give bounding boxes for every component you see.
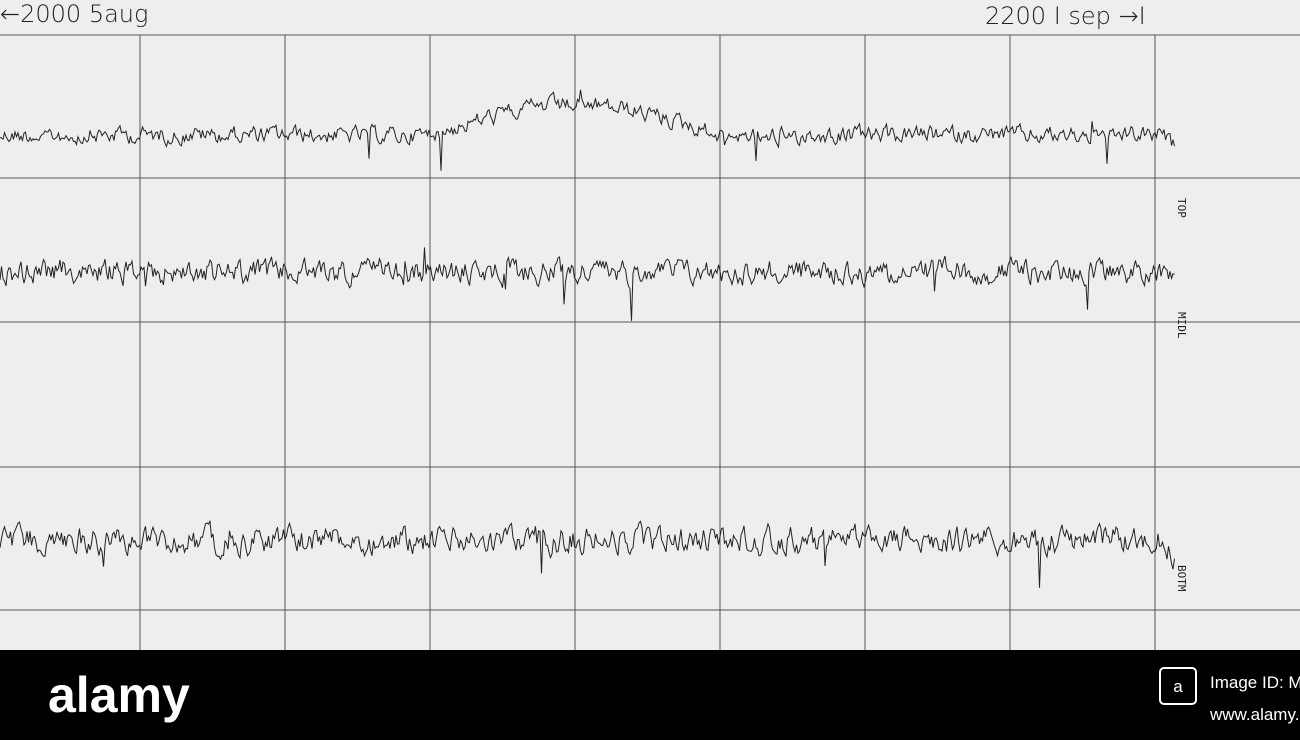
- label-bg: [970, 0, 1200, 34]
- logo: alamy: [48, 667, 190, 723]
- trace: [0, 247, 1175, 321]
- badge: a: [1173, 677, 1183, 696]
- image-id: Image ID: M1JD5X: [1210, 673, 1300, 692]
- start-label: ←2000 5aug: [0, 0, 148, 28]
- badge-box: [1159, 667, 1197, 705]
- footer-bar: [0, 650, 1300, 740]
- traces: [0, 89, 1175, 588]
- url: www.alamy.com: [1209, 705, 1300, 724]
- paper: [0, 0, 1300, 650]
- trace-label: BOTM: [1175, 565, 1188, 592]
- trace-label: TOP: [1175, 198, 1188, 218]
- trace-label: MIDL: [1175, 312, 1188, 339]
- end-label: 2200 I sep →I: [985, 2, 1146, 30]
- trace: [0, 520, 1175, 588]
- label-bg: [0, 0, 250, 34]
- trace: [0, 89, 1175, 171]
